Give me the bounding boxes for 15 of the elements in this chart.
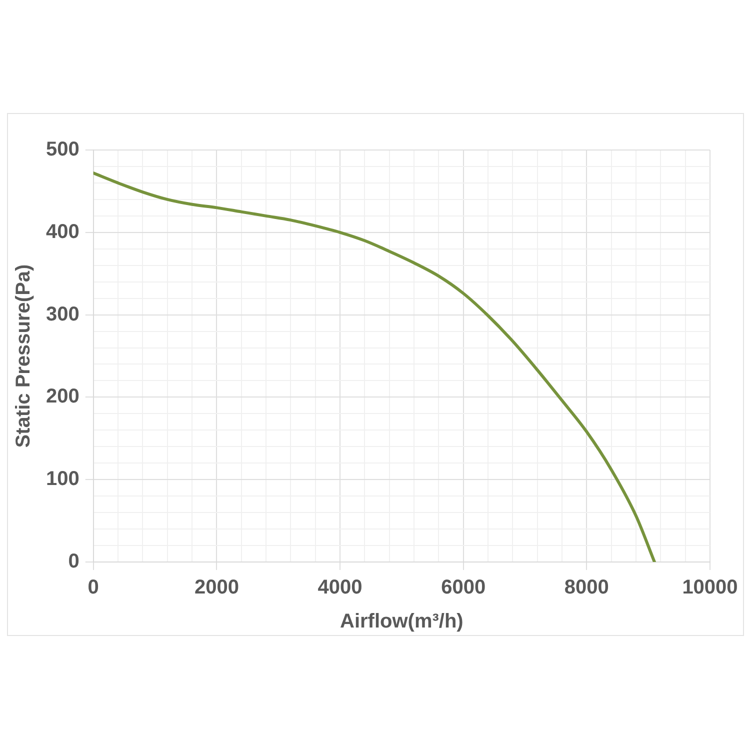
line-series	[93, 172, 656, 562]
x-tick-label: 8000	[564, 576, 609, 599]
x-tick-label: 0	[88, 576, 99, 599]
x-tick-label: 6000	[441, 576, 486, 599]
y-tick-label: 300	[46, 303, 80, 326]
y-tick-label: 400	[46, 220, 80, 243]
y-tick-label: 0	[68, 550, 80, 573]
x-tick-label: 10000	[682, 576, 738, 599]
x-tick-label: 2000	[194, 576, 239, 599]
y-tick-label: 200	[46, 386, 80, 408]
y-axis-title: Static Pressure(Pa)	[12, 264, 35, 448]
x-axis-title: Airflow(m³/h)	[340, 610, 464, 633]
y-tick-label: 100	[46, 468, 80, 490]
x-tick-label: 4000	[318, 576, 362, 599]
y-tick-label: 500	[46, 138, 80, 161]
